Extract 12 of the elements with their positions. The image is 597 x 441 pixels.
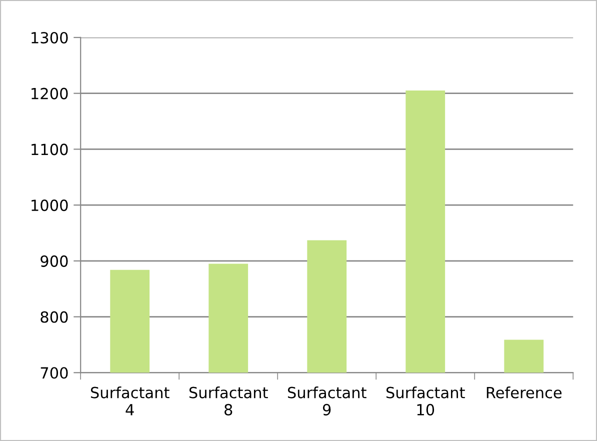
y-tick-label: 800 [40,311,68,323]
x-tick-label: Surfactant 10 [386,386,465,416]
y-tick-label: 900 [40,255,68,267]
y-tick-label: 1300 [32,32,68,44]
y-tick-label: 700 [40,367,68,379]
x-tick-label: Reference [486,386,562,398]
x-tick-label: Surfactant 8 [189,386,268,416]
x-tick-label: Surfactant 4 [90,386,170,416]
y-tick-label: 1000 [32,200,68,212]
y-tick-label: 1100 [32,144,68,156]
x-tick-label: Surfactant 9 [288,386,366,416]
y-tick-label: 1200 [32,88,68,100]
